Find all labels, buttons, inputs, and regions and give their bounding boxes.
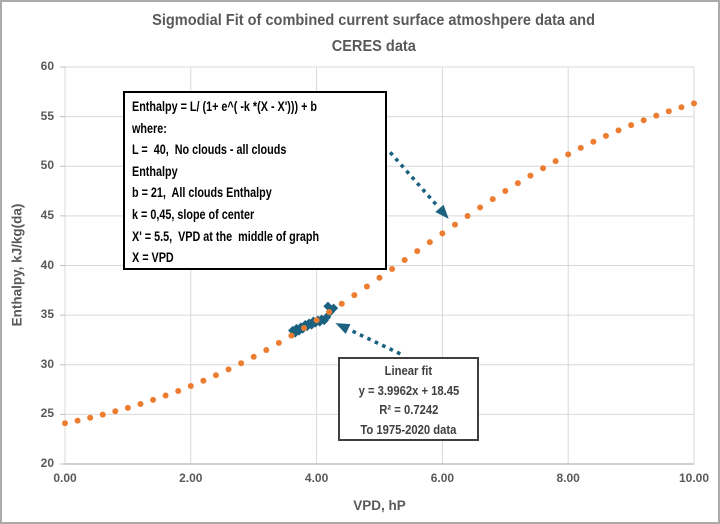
sigmoid-curve-dot (301, 325, 308, 332)
y-tick-label: 40 (40, 257, 54, 272)
chart-title-line-2: CERES data (331, 38, 417, 55)
sigmoid-curve-dot (74, 417, 81, 424)
y-tick-label: 55 (40, 108, 54, 123)
sigmoid-curve-dot (137, 400, 144, 407)
sigmoid-curve-dot (313, 317, 320, 324)
sigmoid-curve-dot (615, 127, 622, 134)
sigmoid-curve-dot (338, 300, 345, 307)
equation-line: Enthalpy (132, 163, 178, 179)
sigmoid-curve-dot (451, 221, 458, 228)
equation-line: b = 21, All clouds Enthalpy (132, 185, 272, 201)
annotation-arrow-line (349, 328, 402, 356)
x-tick-label: 2.00 (179, 471, 203, 485)
sigmoid-curve-dot (489, 196, 496, 203)
sigmoid-curve-dot (112, 408, 119, 415)
sigmoid-curve-dot (263, 347, 270, 354)
equation-annotation-box: Enthalpy = L/ (1+ e^( -k *(X - X'))) + b… (123, 91, 387, 270)
sigmoid-curve-dot (577, 144, 584, 151)
annotation-arrow-head (335, 323, 351, 335)
sigmoid-curve-dot (401, 257, 408, 264)
y-tick-label: 60 (40, 59, 54, 73)
sigmoid-curve-dot (590, 138, 597, 145)
sigmoid-curve-dot (678, 104, 685, 111)
sigmoid-curve-dot (326, 309, 333, 316)
sigmoid-curve-dot (426, 239, 433, 246)
sigmoid-curve-dot (665, 108, 672, 115)
chart-title: Sigmodial Fit of combined current surfac… (32, 8, 716, 60)
y-tick-label: 50 (40, 158, 54, 173)
linear-fit-box: Linear fit y = 3.9962x + 18.45 R² = 0.72… (338, 357, 479, 441)
equation-line: k = 0,45, slope of center (132, 206, 255, 222)
x-axis-ticks: 0.00 2.00 4.00 6.00 8.00 10.00 (2, 471, 718, 487)
x-tick-label: 0.00 (53, 471, 77, 485)
linear-fit-line: R² = 0.7242 (378, 403, 439, 417)
sigmoid-curve-dot (187, 382, 194, 389)
sigmoid-curve-dot (99, 411, 106, 418)
sigmoid-curve-dot (162, 392, 169, 399)
y-tick-label: 35 (40, 307, 54, 322)
sigmoid-curve-dot (439, 230, 446, 237)
chart-title-line-1: Sigmodial Fit of combined current surfac… (152, 12, 596, 29)
sigmoid-curve-dot (62, 420, 68, 427)
sigmoid-curve-dot (250, 353, 257, 360)
y-axis-title: Enthalpy, kJ/kg(da) (9, 203, 25, 327)
sigmoid-curve-dot (175, 387, 182, 394)
sigmoid-curve-dot (288, 332, 295, 339)
data-point-diamond (290, 328, 300, 338)
y-tick-label: 20 (40, 456, 54, 470)
equation-line: where: (132, 120, 167, 136)
sigmoid-curve-dot (653, 112, 660, 119)
sigmoid-curve-dot (602, 132, 609, 139)
sigmoid-curve-dot (628, 122, 635, 129)
equation-line: L = 40, No clouds - all clouds (132, 142, 287, 158)
sigmoid-curve-dot (275, 339, 282, 346)
x-tick-label: 6.00 (430, 471, 455, 485)
sigmoid-curve-dot (477, 204, 484, 211)
sigmoid-curve-dot (200, 377, 207, 384)
sigmoid-curve-dot (150, 396, 157, 403)
x-tick-label: 4.00 (304, 471, 329, 485)
linear-fit-line: y = 3.9962x + 18.45 (358, 383, 459, 398)
x-axis-title: VPD, hP (353, 498, 406, 513)
sigmoid-curve-dot (376, 274, 383, 281)
sigmoid-curve-dot (552, 158, 559, 165)
sigmoid-curve-dot (540, 165, 547, 172)
sigmoid-curve-dot (691, 100, 697, 107)
x-tick-label: 10.00 (678, 471, 710, 485)
y-tick-label: 30 (40, 356, 54, 371)
sigmoid-curve-dot (351, 292, 358, 299)
annotation-arrow-line (388, 151, 440, 209)
sigmoid-curve-dot (414, 248, 421, 255)
y-tick-label: 45 (40, 207, 54, 222)
y-tick-label: 25 (40, 406, 54, 421)
sigmoid-curve-dot (124, 404, 131, 411)
sigmoid-curve-dot (363, 283, 370, 290)
sigmoid-curve-dot (527, 172, 534, 179)
sigmoid-curve-dot (640, 117, 647, 124)
equation-line: X = VPD (132, 250, 174, 266)
annotation-arrow-head (435, 204, 449, 219)
equation-line: X' = 5.5, VPD at the middle of graph (132, 228, 320, 244)
x-tick-label: 8.00 (556, 471, 580, 485)
linear-fit-line: To 1975-2020 data (360, 422, 457, 437)
sigmoid-curve-dot (225, 366, 232, 373)
sigmoid-curve-dot (87, 414, 94, 421)
sigmoid-curve-dot (238, 360, 245, 367)
equation-line: Enthalpy = L/ (1+ e^( -k *(X - X'))) + b (132, 99, 318, 114)
linear-fit-line: Linear fit (384, 364, 433, 378)
sigmoid-curve-dot (565, 151, 572, 158)
sigmoid-curve-dot (212, 372, 219, 379)
sigmoid-curve-dot (514, 180, 521, 187)
sigmoid-curve-dot (464, 212, 471, 219)
sigmoid-curve-dot (502, 187, 509, 194)
sigmoid-curve-dot (389, 265, 396, 272)
